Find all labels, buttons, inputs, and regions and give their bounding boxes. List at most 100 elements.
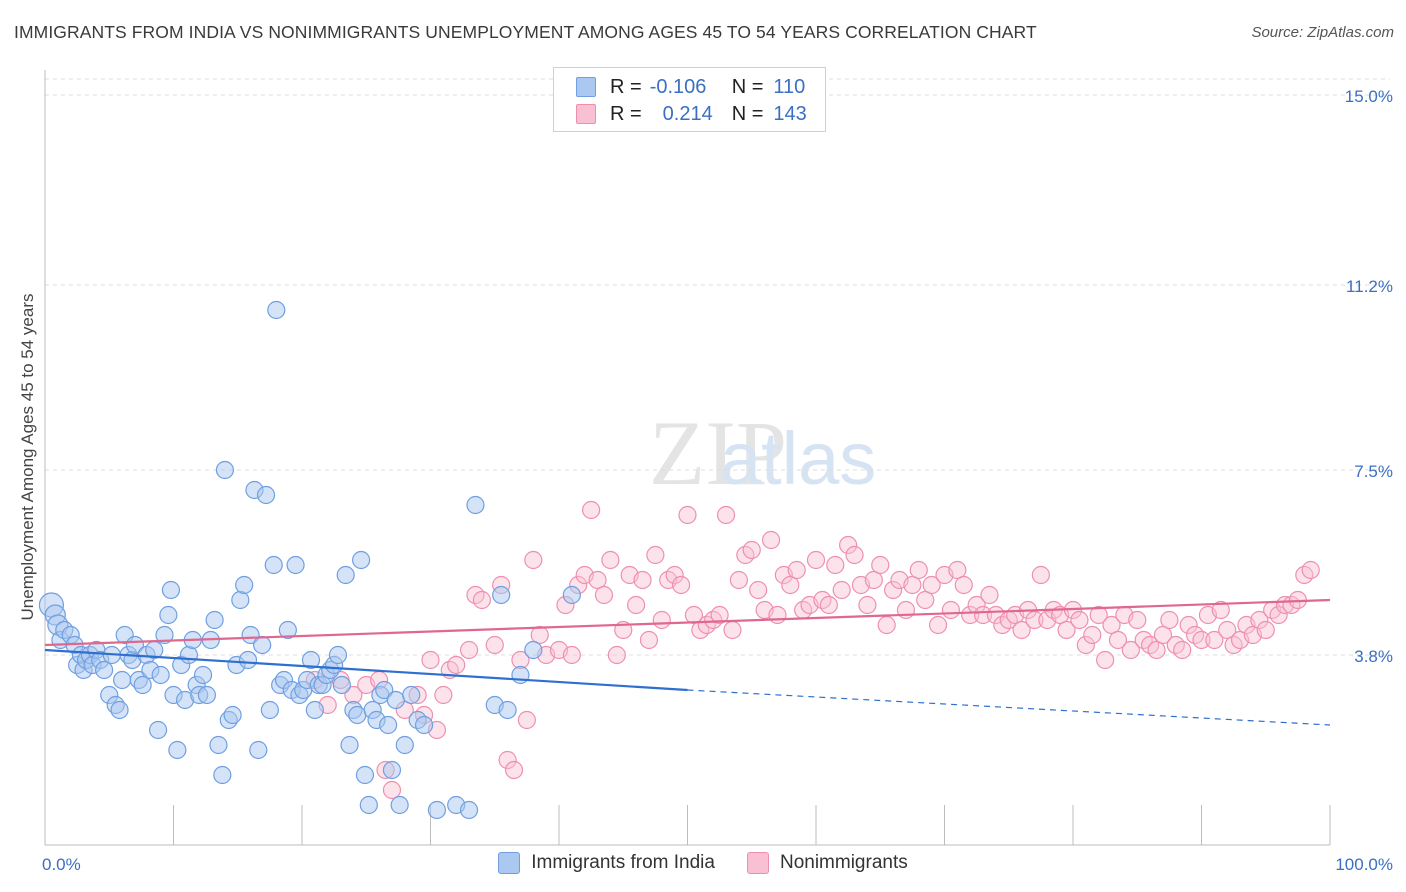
series-swatch-india: [498, 852, 521, 874]
y-tick-label: 15.0%: [1345, 87, 1393, 106]
legend-n-value-india: 110: [773, 75, 806, 98]
legend-n-label: N =: [731, 75, 764, 98]
india-point: [492, 585, 511, 605]
nonimmigrant-point: [524, 550, 543, 570]
nonimmigrant-point: [954, 575, 973, 595]
watermark-atlas: atlas: [720, 417, 876, 500]
nonimmigrant-point: [1102, 615, 1121, 635]
nonimmigrant-point: [588, 570, 607, 590]
india-point: [179, 645, 199, 665]
legend-r-value-non: 0.214: [662, 102, 713, 125]
india-point: [95, 660, 114, 680]
nonimmigrant-trend-line: [44, 598, 1331, 647]
nonimmigrant-point: [832, 580, 851, 600]
nonimmigrant-point: [845, 545, 864, 565]
nonimmigrant-point: [626, 595, 646, 615]
nonimmigrant-point: [633, 570, 652, 590]
nonimmigrant-point: [973, 605, 993, 625]
nonimmigrant-point: [1076, 635, 1095, 655]
india-point: [256, 485, 276, 505]
y-tick-label: 3.8%: [1354, 647, 1393, 666]
nonimmigrant-point: [562, 645, 581, 665]
legend-r-label: R =: [610, 75, 642, 98]
nonimmigrant-point: [1128, 610, 1147, 630]
nonimmigrant-point: [1250, 610, 1269, 630]
india-point: [110, 700, 129, 720]
nonimmigrant-point: [1012, 620, 1031, 640]
nonimmigrant-point: [1269, 605, 1288, 625]
india-point: [524, 640, 543, 660]
watermark-zip: ZIP: [649, 402, 787, 504]
india-point: [133, 675, 152, 695]
nonimmigrant-point: [1256, 620, 1275, 640]
india-point: [395, 735, 414, 755]
nonimmigrant-point: [1160, 610, 1179, 630]
nonimmigrant-point: [1096, 650, 1115, 670]
series-legend-non: Nonimmigrants: [746, 852, 908, 874]
india-point: [336, 565, 355, 585]
india-point: [267, 300, 286, 320]
nonimmigrant-point: [601, 550, 620, 570]
india-point: [112, 670, 132, 690]
nonimmigrant-point: [723, 620, 742, 640]
india-point: [286, 555, 305, 575]
india-point: [414, 715, 434, 735]
legend-swatch-non: [576, 104, 596, 124]
legend-r-value-india: -0.106: [649, 75, 707, 98]
india-point: [402, 685, 421, 705]
nonimmigrant-point: [909, 560, 928, 580]
nonimmigrant-point: [761, 530, 781, 550]
nonimmigrant-point: [1121, 640, 1140, 660]
nonimmigrant-point: [665, 565, 684, 585]
nonimmigrant-point: [787, 560, 806, 580]
nonimmigrant-point: [447, 655, 466, 675]
india-point: [305, 700, 324, 720]
nonimmigrant-point: [749, 580, 768, 600]
chart-title: IMMIGRANTS FROM INDIA VS NONIMMIGRANTS U…: [14, 22, 1037, 42]
india-point: [155, 625, 174, 645]
nonimmigrant-point: [961, 605, 980, 625]
india-point: [378, 715, 398, 735]
india-point: [348, 705, 367, 725]
india-trend-line: [44, 648, 688, 692]
nonimmigrant-point: [716, 505, 736, 525]
india-point: [159, 605, 178, 625]
india-point: [264, 555, 283, 575]
india-point: [253, 635, 272, 655]
nonimmigrant-point: [498, 750, 517, 770]
nonimmigrant-point: [1301, 560, 1320, 580]
india-point: [301, 650, 321, 670]
india-point: [231, 590, 250, 610]
nonimmigrant-point: [1211, 600, 1230, 620]
legend-n-value-non: 143: [773, 102, 807, 125]
india-point: [375, 680, 394, 700]
india-point: [498, 700, 517, 720]
nonimmigrant-point: [459, 640, 479, 660]
india-point: [260, 700, 279, 720]
nonimmigrant-point: [594, 585, 614, 605]
nonimmigrant-point: [1025, 610, 1044, 630]
legend-r-label: R =: [610, 102, 642, 125]
nonimmigrant-point: [839, 535, 858, 555]
nonimmigrant-point: [652, 610, 671, 630]
x-tick-label: 0.0%: [42, 855, 81, 874]
nonimmigrant-point: [1192, 630, 1211, 650]
india-point: [390, 795, 409, 815]
nonimmigrant-point: [768, 605, 787, 625]
nonimmigrant-point: [871, 555, 890, 575]
india-point: [235, 575, 254, 595]
nonimmigrant-point: [980, 585, 999, 605]
india-point: [382, 760, 402, 780]
india-point: [278, 620, 297, 640]
india-point: [193, 665, 213, 685]
nonimmigrant-point: [485, 635, 504, 655]
nonimmigrant-point: [434, 685, 453, 705]
nonimmigrant-point: [903, 575, 922, 595]
legend-swatch-india: [576, 77, 596, 97]
nonimmigrant-point: [729, 570, 749, 590]
india-point: [332, 675, 351, 695]
nonimmigrant-point: [877, 615, 896, 635]
series-label-non: Nonimmigrants: [779, 852, 908, 873]
nonimmigrant-point: [710, 605, 729, 625]
